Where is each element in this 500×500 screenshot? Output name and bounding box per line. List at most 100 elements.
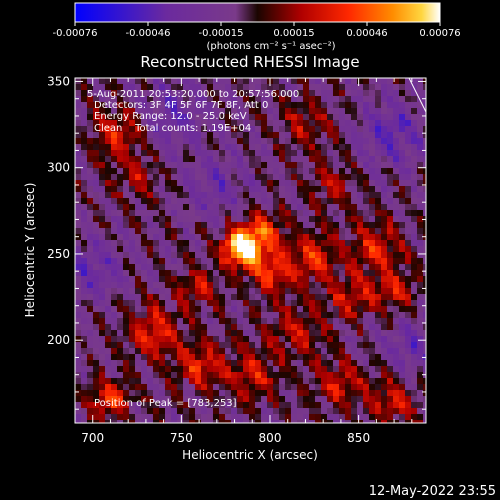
heatmap-cell	[375, 102, 382, 109]
heatmap-cell	[177, 348, 184, 355]
heatmap-cell	[393, 414, 400, 421]
heatmap-cell	[105, 126, 112, 133]
heatmap-cell	[291, 420, 298, 423]
heatmap-cell	[231, 150, 238, 157]
heatmap-cell	[87, 276, 94, 283]
heatmap-cell	[111, 162, 118, 169]
heatmap-cell	[117, 252, 124, 259]
heatmap-cell	[201, 270, 208, 277]
heatmap-cell	[231, 414, 238, 421]
heatmap-cell	[387, 204, 394, 211]
heatmap-cell	[93, 294, 100, 301]
heatmap-cell	[417, 342, 424, 349]
heatmap-cell	[387, 420, 394, 423]
heatmap-cell	[333, 78, 340, 85]
heatmap-cell	[135, 234, 142, 241]
heatmap-cell	[357, 186, 364, 193]
heatmap-cell	[387, 282, 394, 289]
heatmap-cell	[219, 318, 226, 325]
heatmap-cell	[261, 396, 268, 403]
heatmap-cell	[117, 300, 124, 307]
heatmap-cell	[141, 114, 148, 121]
heatmap-cell	[267, 372, 274, 379]
heatmap-cell	[267, 84, 274, 91]
heatmap-cell	[165, 306, 172, 313]
heatmap-cell	[159, 168, 166, 175]
heatmap-cell	[405, 162, 412, 169]
heatmap-cell	[411, 384, 418, 391]
heatmap-cell	[225, 96, 232, 103]
heatmap-cell	[153, 132, 160, 139]
heatmap-cell	[333, 138, 340, 145]
heatmap-cell	[159, 126, 166, 133]
heatmap-cell	[183, 390, 190, 397]
heatmap-cell	[195, 396, 202, 403]
heatmap-cell	[141, 264, 148, 271]
heatmap-cell	[189, 318, 196, 325]
heatmap-cell	[309, 378, 316, 385]
heatmap-cell	[357, 414, 364, 421]
heatmap-cell	[249, 348, 256, 355]
heatmap-cell	[189, 324, 196, 331]
heatmap-cell	[381, 372, 388, 379]
heatmap-cell	[195, 384, 202, 391]
heatmap-cell	[249, 312, 256, 319]
heatmap-cell	[189, 414, 196, 421]
heatmap-cell	[177, 210, 184, 217]
heatmap-cell	[207, 150, 214, 157]
heatmap-cell	[213, 96, 220, 103]
heatmap-cell	[93, 396, 100, 403]
heatmap-cell	[279, 408, 286, 415]
heatmap-cell	[351, 78, 358, 85]
heatmap-cell	[405, 126, 412, 133]
heatmap-cell	[405, 192, 412, 199]
heatmap-cell	[123, 132, 130, 139]
heatmap-cell	[333, 354, 340, 361]
heatmap-cell	[237, 246, 244, 253]
heatmap-cell	[195, 306, 202, 313]
heatmap-cell	[351, 342, 358, 349]
heatmap-cell	[327, 408, 334, 415]
heatmap-cell	[183, 354, 190, 361]
heatmap-cell	[153, 126, 160, 133]
heatmap-cell	[165, 150, 172, 157]
heatmap-cell	[153, 138, 160, 145]
heatmap-cell	[411, 402, 418, 409]
heatmap-cell	[309, 318, 316, 325]
heatmap-cell	[405, 186, 412, 193]
heatmap-cell	[279, 294, 286, 301]
heatmap-cell	[231, 228, 238, 235]
heatmap-cell	[237, 78, 244, 85]
heatmap-cell	[111, 234, 118, 241]
heatmap-cell	[399, 168, 406, 175]
heatmap-cell	[147, 168, 154, 175]
heatmap-cell	[135, 318, 142, 325]
heatmap-cell	[267, 90, 274, 97]
heatmap-cell	[237, 300, 244, 307]
heatmap-cell	[327, 264, 334, 271]
heatmap-cell	[165, 144, 172, 151]
heatmap-cell	[345, 186, 352, 193]
heatmap-cell	[393, 126, 400, 133]
heatmap-cell	[285, 378, 292, 385]
heatmap-cell	[357, 216, 364, 223]
heatmap-cell	[177, 354, 184, 361]
heatmap-cell	[387, 216, 394, 223]
heatmap-cell	[297, 120, 304, 127]
heatmap-cell	[339, 132, 346, 139]
heatmap-cell	[261, 354, 268, 361]
heatmap-cell	[171, 258, 178, 265]
heatmap-cell	[129, 90, 136, 97]
heatmap-cell	[423, 360, 426, 367]
heatmap-cell	[399, 156, 406, 163]
heatmap-cell	[249, 384, 256, 391]
heatmap-cell	[381, 246, 388, 253]
heatmap-cell	[351, 186, 358, 193]
heatmap-cell	[285, 222, 292, 229]
heatmap-cell	[183, 372, 190, 379]
heatmap-cell	[129, 390, 136, 397]
heatmap-cell	[351, 168, 358, 175]
heatmap-cell	[273, 330, 280, 337]
heatmap-cell	[105, 366, 112, 373]
heatmap-cell	[177, 276, 184, 283]
